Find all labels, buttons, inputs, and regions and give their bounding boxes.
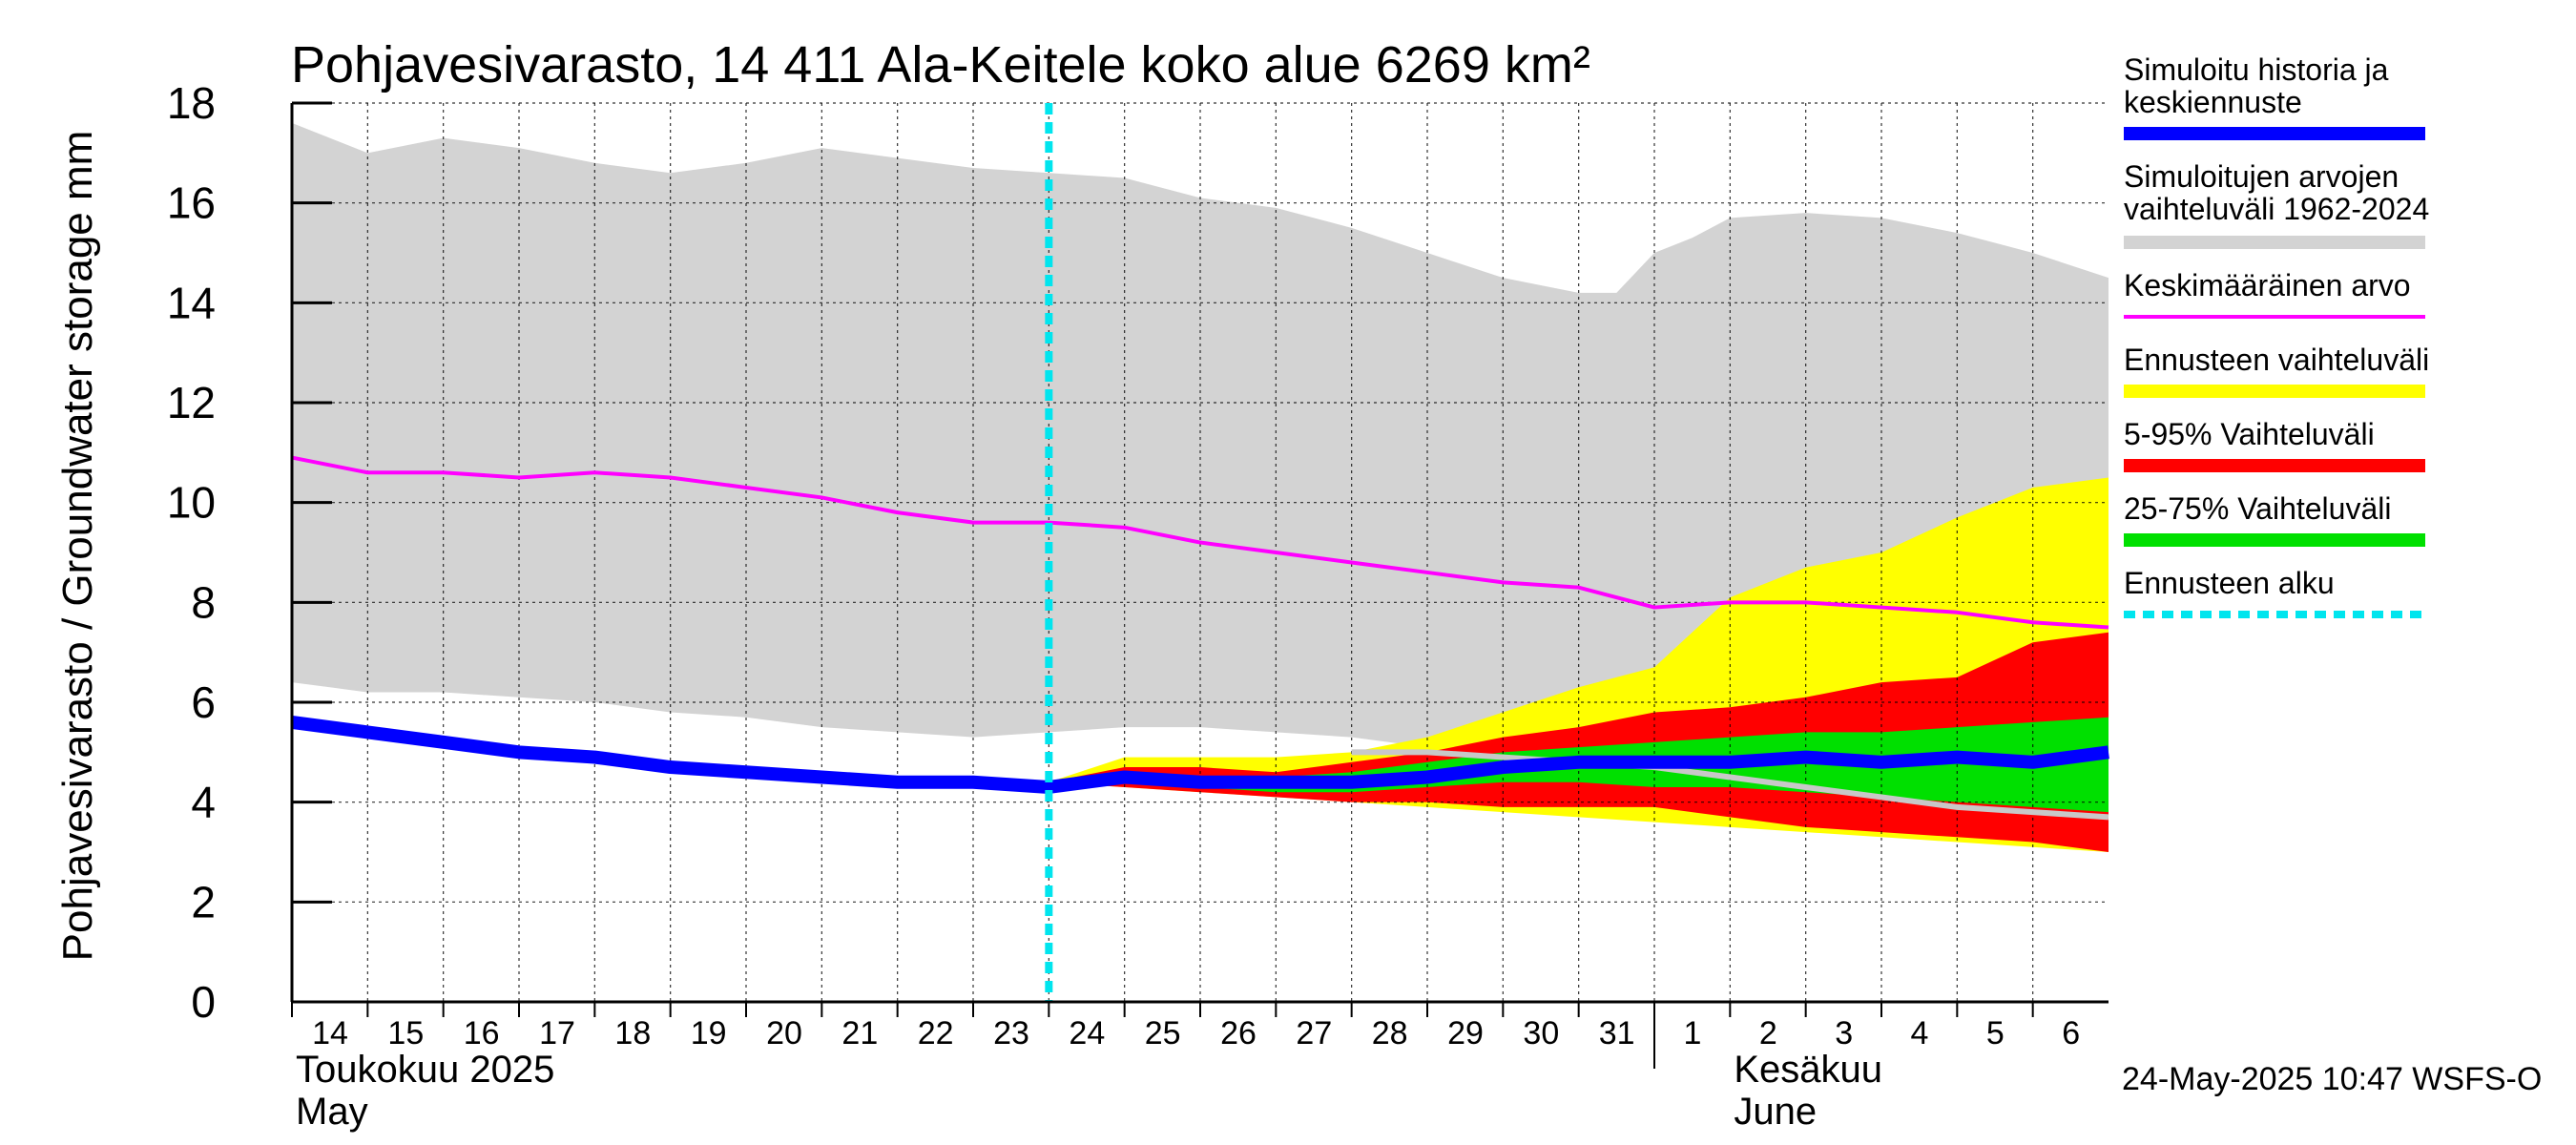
legend-label-simulated-range-line2: vaihteluväli 1962-2024 xyxy=(2124,192,2429,226)
month-label-line2: June xyxy=(1734,1091,1817,1133)
legend-label-forecast-start: Ennusteen alku xyxy=(2124,566,2335,600)
y-tick-label: 4 xyxy=(191,778,216,827)
legend-label-forecast-range: Ennusteen vaihteluväli xyxy=(2124,343,2429,377)
y-tick-label: 10 xyxy=(167,478,216,528)
x-tick-label: 16 xyxy=(464,1015,500,1051)
x-tick-label: 3 xyxy=(1835,1015,1853,1051)
x-tick-label: 5 xyxy=(1986,1015,2005,1051)
y-tick-label: 12 xyxy=(167,378,216,427)
plot-area xyxy=(291,102,2109,1002)
y-tick-label: 14 xyxy=(167,278,216,327)
x-tick-label: 22 xyxy=(918,1015,954,1051)
x-tick-label: 21 xyxy=(841,1015,878,1051)
x-tick-label: 18 xyxy=(614,1015,651,1051)
month-label-line1: Kesäkuu xyxy=(1734,1049,1882,1091)
month-label-line2: May xyxy=(296,1091,368,1133)
legend-label-25-75-range: 25-75% Vaihteluväli xyxy=(2124,491,2391,526)
x-tick-label: 14 xyxy=(312,1015,348,1051)
series-line-keskim-r-inen-arvo xyxy=(291,455,2109,630)
legend-label-simulated-history-line2: keskiennuste xyxy=(2124,85,2302,119)
x-tick-label: 30 xyxy=(1523,1015,1559,1051)
x-tick-label: 23 xyxy=(993,1015,1029,1051)
x-tick-label: 29 xyxy=(1447,1015,1484,1051)
legend-label-5-95-range: 5-95% Vaihteluväli xyxy=(2124,417,2375,451)
month-label-line1: Toukokuu 2025 xyxy=(296,1049,554,1091)
x-tick-label: 31 xyxy=(1599,1015,1635,1051)
y-tick-label: 6 xyxy=(191,677,216,727)
x-tick-label: 20 xyxy=(766,1015,802,1051)
y-tick-label: 8 xyxy=(191,577,216,627)
legend-label-mean-value: Keskimääräinen arvo xyxy=(2124,268,2411,302)
x-tick-label: 24 xyxy=(1069,1015,1105,1051)
x-tick-label: 17 xyxy=(539,1015,575,1051)
x-tick-label: 27 xyxy=(1296,1015,1332,1051)
series-line-simuloitu-historia-ja-keskiennuste xyxy=(291,715,2109,794)
x-tick-label: 15 xyxy=(387,1015,424,1051)
chart-title: Pohjavesivarasto, 14 411 Ala-Keitele kok… xyxy=(291,36,1590,94)
legend-label-simulated-history-line1: Simuloitu historia ja xyxy=(2124,52,2389,87)
x-tick-label: 26 xyxy=(1220,1015,1257,1051)
x-tick-label: 1 xyxy=(1684,1015,1702,1051)
y-tick-label: 0 xyxy=(191,977,216,1027)
series-line-median-history xyxy=(1351,749,2109,821)
legend-label-simulated-range-line1: Simuloitujen arvojen xyxy=(2124,159,2399,194)
legend: Simuloitu historia ja keskiennuste Simul… xyxy=(2124,52,2429,618)
x-tick-label: 2 xyxy=(1759,1015,1777,1051)
y-axis-label: Pohjavesivarasto / Groundwater storage m… xyxy=(54,131,101,962)
x-tick-label: 6 xyxy=(2062,1015,2080,1051)
timestamp-footer: 24-May-2025 10:47 WSFS-O xyxy=(2122,1061,2542,1097)
y-tick-label: 18 xyxy=(167,78,216,128)
x-tick-label: 19 xyxy=(691,1015,727,1051)
y-tick-label: 16 xyxy=(167,178,216,228)
x-tick-label: 28 xyxy=(1372,1015,1408,1051)
x-tick-label: 25 xyxy=(1145,1015,1181,1051)
y-tick-label: 2 xyxy=(191,877,216,926)
x-tick-label: 4 xyxy=(1911,1015,1929,1051)
band-5-95-vaihteluv-li xyxy=(1049,632,2109,852)
